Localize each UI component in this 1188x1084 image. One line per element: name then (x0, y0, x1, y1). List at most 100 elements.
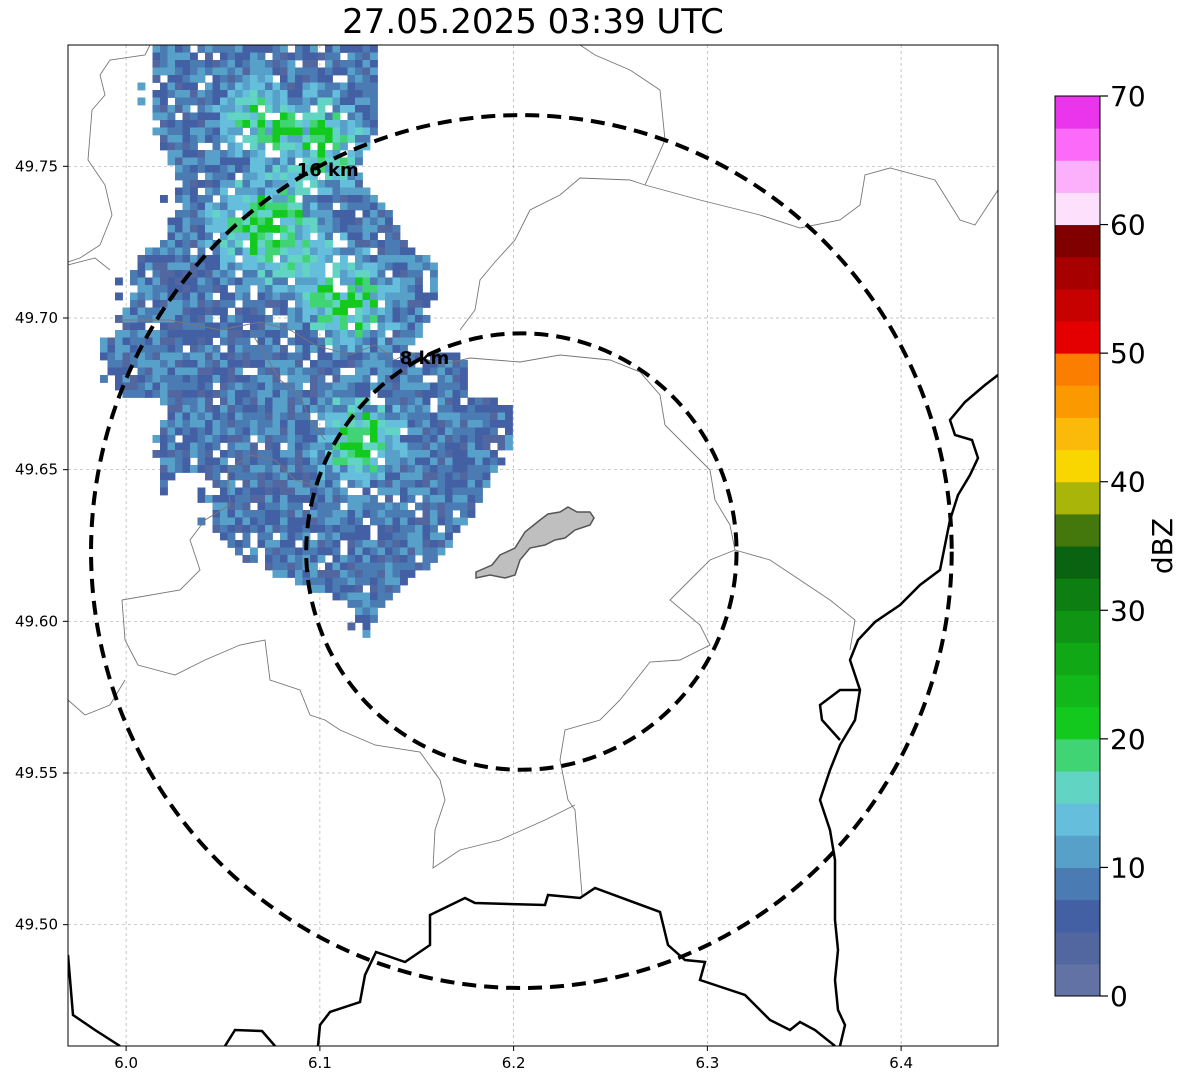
colorbar-swatch (1055, 546, 1100, 579)
radar-cell (332, 172, 341, 181)
radar-cell (355, 562, 363, 571)
radar-cell (227, 210, 236, 218)
radar-cell (212, 75, 221, 83)
radar-cell (182, 322, 191, 331)
radar-cell (235, 180, 243, 188)
radar-cell (302, 285, 311, 293)
radar-cell (377, 600, 386, 608)
radar-cell (340, 390, 348, 398)
radar-cell (190, 127, 198, 136)
radar-cell (347, 337, 356, 346)
radar-cell (437, 502, 446, 511)
radar-cell (272, 472, 281, 481)
radar-cell (265, 562, 273, 571)
radar-cell (287, 450, 296, 458)
radar-cell (385, 517, 393, 526)
radar-cell (422, 532, 431, 541)
radar-cell (227, 360, 236, 368)
radar-cell (460, 495, 468, 503)
radar-cell (422, 517, 431, 526)
radar-cell (310, 367, 318, 376)
radar-cell (190, 255, 198, 263)
radar-cell (257, 412, 266, 421)
radar-cell (257, 202, 266, 211)
radar-cell (482, 420, 491, 428)
radar-cell (265, 540, 273, 548)
radar-cell (475, 435, 483, 443)
radar-cell (182, 97, 191, 106)
radar-cell (190, 465, 198, 473)
radar-cell (340, 292, 348, 301)
radar-cell (362, 607, 371, 616)
radar-cell (182, 435, 191, 443)
radar-cell (235, 157, 243, 166)
radar-cell (205, 495, 213, 503)
radar-cell (212, 517, 221, 526)
radar-cell (310, 157, 318, 166)
colorbar-swatch (1055, 771, 1100, 804)
radar-cell (130, 390, 138, 398)
radar-cell (370, 570, 378, 578)
radar-cell (265, 82, 273, 91)
radar-cell (152, 435, 161, 443)
radar-cell (310, 382, 318, 391)
radar-cell (130, 300, 138, 308)
radar-cell (325, 487, 333, 496)
radar-cell (347, 150, 356, 158)
radar-cell (482, 405, 491, 413)
radar-cell (220, 487, 228, 496)
radar-cell (212, 45, 221, 53)
radar-cell (340, 532, 348, 541)
radar-cell (437, 412, 446, 421)
radar-cell (317, 127, 326, 136)
radar-cell (160, 142, 168, 151)
radar-cell (437, 487, 446, 496)
radar-cell (235, 510, 243, 518)
radar-cell (317, 510, 326, 518)
radar-cell (310, 165, 318, 173)
radar-cell (287, 525, 296, 533)
radar-cell (220, 525, 228, 533)
radar-cell (130, 270, 138, 278)
radar-cell (362, 322, 371, 331)
radar-cell (107, 337, 116, 346)
radar-cell (355, 135, 363, 143)
radar-cell (377, 292, 386, 301)
radar-cell (340, 315, 348, 323)
radar-cell (272, 165, 281, 173)
radar-cell (415, 517, 423, 526)
radar-cell (212, 435, 221, 443)
radar-cell (152, 300, 161, 308)
radar-cell (362, 592, 371, 601)
radar-cell (235, 315, 243, 323)
radar-cell (430, 435, 438, 443)
radar-cell (265, 405, 273, 413)
radar-cell (242, 285, 251, 293)
radar-cell (220, 270, 228, 278)
radar-cell (212, 300, 221, 308)
radar-cell (317, 390, 326, 398)
radar-cell (167, 412, 176, 421)
colorbar-swatch (1055, 674, 1100, 708)
radar-cell (347, 90, 356, 98)
colorbar-swatch (1055, 867, 1100, 901)
radar-cell (190, 390, 198, 398)
radar-cell (190, 135, 198, 143)
radar-cell (392, 540, 401, 548)
radar-cell (257, 135, 266, 143)
radar-cell (250, 457, 258, 466)
radar-cell (160, 45, 168, 53)
radar-cell (295, 82, 303, 91)
radar-cell (422, 487, 431, 496)
radar-cell (197, 150, 206, 158)
radar-cell (392, 420, 401, 428)
radar-cell (205, 187, 213, 196)
radar-cell (325, 502, 333, 511)
radar-cell (287, 262, 296, 271)
radar-cell (400, 330, 408, 338)
radar-cell (197, 457, 206, 466)
radar-cell (460, 405, 468, 413)
y-tick-label: 49.75 (15, 157, 58, 175)
radar-cell (280, 487, 288, 496)
